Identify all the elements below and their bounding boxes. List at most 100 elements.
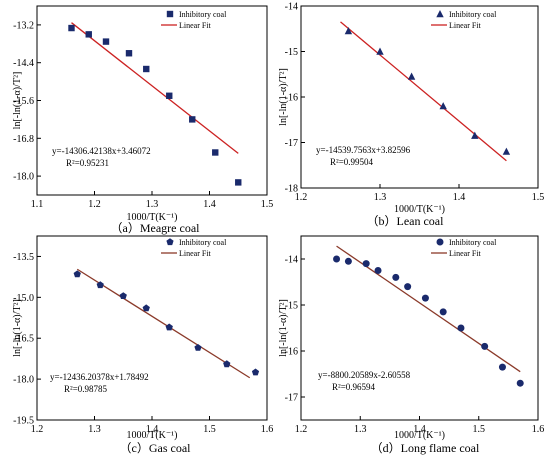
r-squared: R²=0.98785 <box>64 384 108 394</box>
y-tick-label: -17 <box>285 393 298 404</box>
x-tick-label: 1.2 <box>31 424 44 435</box>
x-tick-label: 1.5 <box>261 199 274 210</box>
data-point <box>102 38 110 45</box>
x-tick-label: 1.4 <box>203 199 216 210</box>
subplot-caption: （b）Lean coal <box>367 214 445 228</box>
data-point <box>119 292 127 299</box>
data-point <box>471 131 479 139</box>
legend-marker <box>436 10 444 18</box>
subplot-a: 1.1 1.2 1.3 1.4 1.5 -13.2 -14.4 -15.6 -16.8 -18.0… <box>12 5 274 235</box>
y-tick-label: -18 <box>285 184 298 195</box>
y-tick-label: -16 <box>285 347 298 358</box>
data-point <box>516 379 524 387</box>
fit-equation: y=-14306.42138x+3.46072 <box>52 146 151 156</box>
x-tick-label: 1.4 <box>146 424 159 435</box>
legend-label-points: Inhibitory coal <box>179 238 227 247</box>
legend-marker <box>166 238 174 246</box>
y-tick-label: -13.2 <box>13 20 34 31</box>
y-axis-label: ln[-ln(1-α)/T²] <box>12 299 23 357</box>
data-point <box>194 344 202 351</box>
y-tick-label: -17 <box>285 138 298 149</box>
y-tick-label: -18.0 <box>13 172 34 183</box>
y-tick-label: -16 <box>285 93 298 104</box>
subplot-c: 1.2 1.3 1.4 1.5 1.6 -13.5 -15.0 -16.5 -18.0 -19.5… <box>12 235 274 455</box>
data-point <box>212 149 219 156</box>
y-tick-label: -13.5 <box>13 252 34 263</box>
data-point <box>223 360 231 368</box>
y-axis-label: ln[-ln(1-α)/T²] <box>12 72 23 130</box>
x-tick-label: 1.4 <box>453 192 466 203</box>
fit-equation: y=-12436.20378x+1.78492 <box>50 372 149 382</box>
y-tick-label: -18.0 <box>13 375 34 386</box>
data-point <box>502 147 511 155</box>
y-tick-label: -15 <box>285 47 298 58</box>
y-axis-label: ln[-ln(1-α)/T²] <box>278 299 289 357</box>
linear-fit-line <box>76 268 251 379</box>
x-tick-label: 1.5 <box>473 424 486 435</box>
legend-label-fit: Linear Fit <box>179 249 212 258</box>
data-point <box>96 281 104 289</box>
data-point <box>143 65 150 73</box>
x-tick-label: 1.6 <box>532 424 545 435</box>
data-point <box>376 47 384 55</box>
data-point <box>421 294 429 302</box>
data-point <box>251 368 260 376</box>
data-point <box>404 283 412 291</box>
data-point <box>344 27 353 35</box>
x-axis-label: 1000/T(K⁻¹) <box>126 212 177 223</box>
legend-label-fit: Linear Fit <box>449 249 482 258</box>
x-axis-label: 1000/T(K⁻¹) <box>126 430 177 441</box>
data-point <box>333 255 341 263</box>
x-tick-label: 1.3 <box>146 199 159 210</box>
data-point <box>407 72 416 80</box>
x-tick-label: 1.3 <box>354 424 367 435</box>
linear-fit-line <box>340 21 507 162</box>
r-squared: R²=0.99504 <box>330 157 374 167</box>
legend-marker <box>166 10 174 18</box>
y-tick-label: -14 <box>285 255 298 266</box>
legend-label-points: Inhibitory coal <box>449 238 497 247</box>
x-axis-label: 1000/T(K⁻¹) <box>394 430 445 441</box>
linear-fit-line <box>71 22 239 154</box>
plot-frame-d <box>300 235 539 421</box>
data-point <box>439 308 447 316</box>
legend-label-points: Inhibitory coal <box>449 10 497 19</box>
legend-marker <box>436 238 444 246</box>
x-tick-label: 1.5 <box>203 424 216 435</box>
data-point <box>85 31 92 38</box>
data-point <box>166 92 173 99</box>
legend-label-fit: Linear Fit <box>179 21 212 30</box>
data-point <box>439 102 447 110</box>
data-point <box>481 342 489 350</box>
y-tick-label: -14.4 <box>13 58 34 69</box>
legend-label-points: Inhibitory coal <box>179 10 227 19</box>
fit-equation: y=-8800.20589x-2.60558 <box>318 370 411 380</box>
x-axis-label: 1000/T(K⁻¹) <box>394 204 445 215</box>
data-point <box>344 257 352 265</box>
y-tick-label: -14 <box>285 2 298 13</box>
r-squared: R²=0.96594 <box>332 382 376 392</box>
y-axis-label: ln[-ln(1-α)/T²] <box>278 68 289 126</box>
fit-equation: y=-14539.7563x+3.82596 <box>316 145 411 155</box>
subplot-d: 1.2 1.3 1.4 1.5 1.6 -14 -15 -16 -17 1000/T(K⁻¹) ln… <box>278 235 545 455</box>
x-tick-label: 1.2 <box>295 192 308 203</box>
legend-label-fit: Linear Fit <box>449 21 482 30</box>
data-point <box>73 270 81 278</box>
subplot-caption: （a）Meagre coal <box>111 221 201 235</box>
data-point <box>235 179 242 186</box>
data-point <box>189 116 196 123</box>
x-tick-label: 1.4 <box>413 424 426 435</box>
data-point <box>142 304 150 312</box>
y-tick-label: -15.0 <box>13 293 34 304</box>
linear-fit-line <box>336 245 521 373</box>
x-tick-label: 1.1 <box>31 199 44 210</box>
data-point <box>362 260 370 268</box>
x-tick-label: 1.6 <box>261 424 274 435</box>
data-point <box>457 324 465 332</box>
subplot-caption: （d）Long flame coal <box>371 441 480 455</box>
x-tick-label: 1.5 <box>532 192 545 203</box>
y-tick-label: -16.5 <box>13 334 34 345</box>
x-tick-label: 1.2 <box>88 199 101 210</box>
data-point <box>392 273 400 281</box>
y-tick-label: -16.8 <box>13 134 34 145</box>
